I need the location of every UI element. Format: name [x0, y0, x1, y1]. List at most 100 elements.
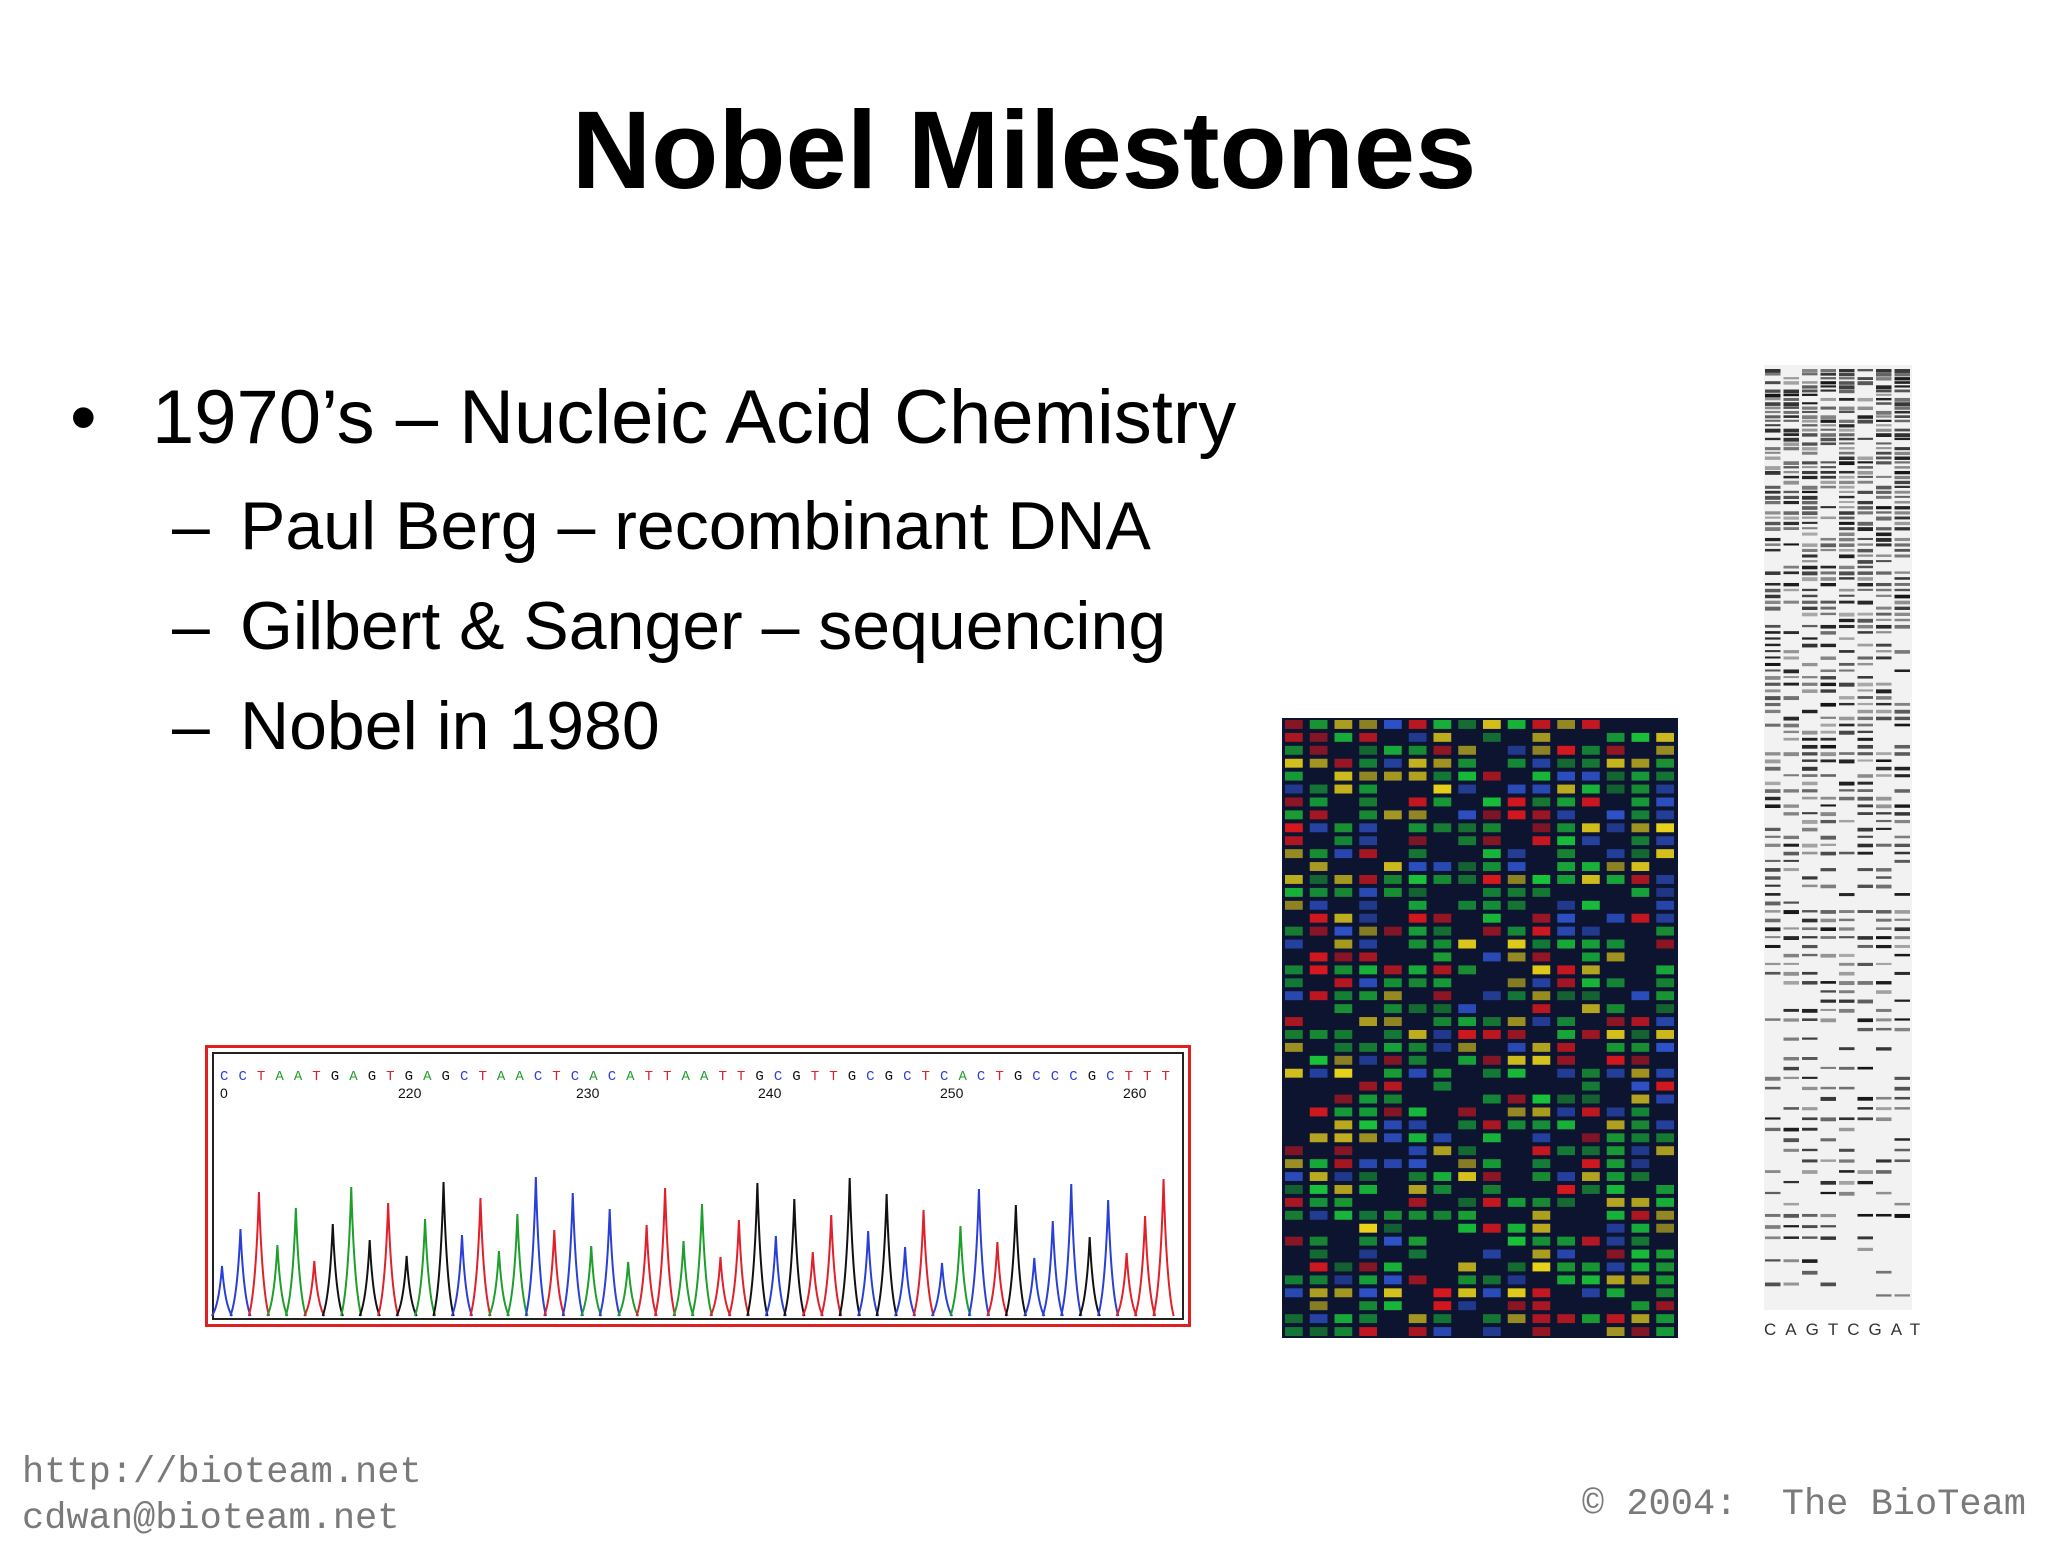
base-call: A [423, 1069, 432, 1085]
gel-band [1433, 1068, 1452, 1078]
gel-band [1876, 962, 1892, 966]
gel-band [1876, 415, 1892, 418]
gel-band [1384, 965, 1402, 975]
gel-band [1802, 953, 1818, 957]
gel-band [1783, 410, 1799, 414]
gel-band [1783, 480, 1799, 485]
gel-band [1839, 565, 1855, 570]
gel-band [1802, 1213, 1818, 1217]
gel-band [1783, 1148, 1799, 1152]
gel-band [1384, 978, 1402, 988]
gel-band [1820, 1236, 1836, 1240]
gel-band [1557, 1107, 1575, 1117]
gel-band [1839, 475, 1855, 479]
gel-band [1876, 1170, 1892, 1174]
gel-band [1857, 537, 1873, 541]
gel-band [1839, 752, 1855, 755]
footer-email[interactable]: cdwan@bioteam.net [22, 1498, 400, 1540]
gel-band [1857, 560, 1873, 564]
trace-peak [321, 1223, 344, 1317]
gel-band [1582, 1094, 1600, 1104]
gel-band [1820, 676, 1836, 680]
gel-band [1384, 771, 1402, 781]
gel-band [1802, 577, 1818, 582]
gel-band [1783, 511, 1799, 515]
gel-band [1839, 971, 1855, 976]
gel-band [1783, 631, 1799, 635]
gel-band [1857, 944, 1873, 948]
gel-band [1285, 758, 1303, 768]
gel-band [1309, 1159, 1328, 1169]
gel-band [1656, 758, 1674, 768]
gel-band [1557, 823, 1575, 833]
gel-band [1839, 419, 1855, 423]
gel-band [1483, 1120, 1501, 1130]
gel-band [1839, 927, 1855, 931]
gel-band [1857, 554, 1873, 557]
gel-band [1433, 1288, 1452, 1298]
gel-band [1408, 720, 1427, 729]
gel-band [1876, 456, 1892, 460]
gel-band [1894, 389, 1910, 393]
gel-band [1765, 910, 1781, 913]
gel-band [1334, 1159, 1353, 1169]
gel-band [1857, 511, 1873, 515]
gel-band [1876, 402, 1892, 405]
gel-band [1765, 868, 1781, 872]
gel-band [1876, 428, 1892, 432]
gel-band [1765, 927, 1781, 932]
gel-band [1656, 1094, 1674, 1104]
gel-band [1582, 1236, 1600, 1246]
gel-band [1876, 918, 1892, 922]
gel-band [1857, 662, 1873, 666]
gel-band [1894, 650, 1910, 654]
gel-band [1359, 810, 1377, 820]
gel-band [1876, 927, 1892, 930]
gel-band [1557, 720, 1575, 729]
gel-band [1783, 1056, 1799, 1061]
gel-band [1857, 999, 1873, 1004]
gel-band [1839, 819, 1855, 823]
gel-band [1309, 1133, 1328, 1143]
gel-band [1820, 424, 1836, 427]
gel-band [1309, 823, 1328, 833]
trace-peak [598, 1208, 621, 1317]
gel-band [1783, 475, 1799, 479]
gel-band [1802, 433, 1818, 437]
gel-band [1458, 1172, 1476, 1181]
gel-band [1458, 720, 1476, 729]
gel-band [1765, 781, 1781, 786]
gel-band [1876, 369, 1892, 373]
gel-band [1802, 511, 1818, 516]
gel-band [1765, 884, 1781, 887]
gel-band [1309, 810, 1328, 820]
gel-band [1857, 812, 1873, 816]
trace-peak [1004, 1204, 1027, 1317]
trace-peak [653, 1187, 677, 1317]
gel-band [1820, 868, 1836, 872]
gel-band [1557, 926, 1575, 936]
gel-band [1359, 952, 1377, 962]
gel-band [1820, 582, 1836, 587]
gel-band [1802, 1170, 1818, 1174]
gel-band [1408, 887, 1427, 897]
gel-band [1839, 428, 1855, 432]
gel-band [1408, 1068, 1427, 1078]
gel-band [1309, 1030, 1328, 1039]
gel-band [1656, 1210, 1674, 1220]
gel-band [1334, 887, 1353, 897]
gel-band [1820, 1018, 1836, 1023]
gel-band [1783, 495, 1799, 500]
gel-band [1384, 1055, 1402, 1065]
gel-band [1433, 1314, 1452, 1324]
gel-band [1765, 521, 1781, 526]
footer-url[interactable]: http://bioteam.net [22, 1452, 422, 1494]
gel-band [1839, 537, 1855, 542]
gel-band [1783, 1213, 1799, 1218]
gel-band [1458, 1107, 1476, 1117]
gel-band [1783, 851, 1799, 856]
gel-band [1507, 926, 1526, 936]
gel-band [1857, 936, 1873, 940]
gel-band [1820, 812, 1836, 817]
gel-band [1606, 1055, 1625, 1065]
